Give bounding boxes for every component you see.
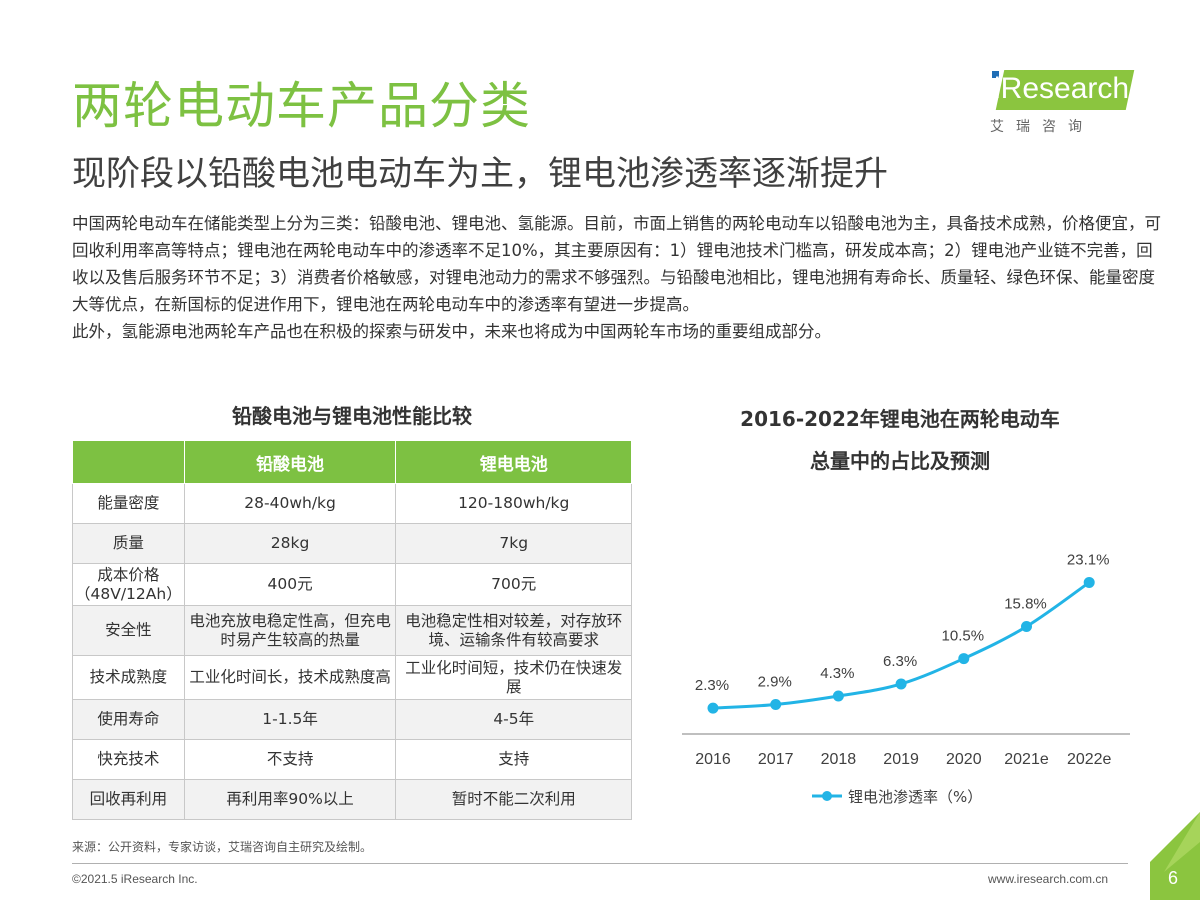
data-label: 4.3%	[820, 665, 854, 682]
row-label: 成本价格（48V/12Ah）	[72, 563, 185, 606]
data-point	[770, 698, 782, 710]
intro-text: 中国两轮电动车在储能类型上分为三类：铅酸电池、锂电池、氢能源。目前，市面上销售的…	[72, 210, 1162, 345]
website-url: www.iresearch.com.cn	[988, 872, 1109, 886]
table-row: 成本价格（48V/12Ah） 400元 700元	[72, 563, 632, 606]
data-point	[1021, 621, 1032, 633]
row-label: 质量	[72, 523, 185, 564]
data-point	[1083, 576, 1095, 588]
logo-chinese: 艾瑞咨询	[990, 119, 1094, 135]
data-label: 2.3%	[695, 677, 729, 694]
battery-comparison-table: 铅酸电池 锂电电池 能量密度 28-40wh/kg 120-180wh/kg 质…	[72, 440, 632, 820]
data-point	[832, 690, 844, 702]
x-tick-label: 2017	[758, 751, 794, 768]
row-label: 快充技术	[72, 739, 185, 780]
table-row: 快充技术 不支持 支持	[72, 739, 632, 780]
lead-acid-cell: 28-40wh/kg	[183, 483, 397, 524]
legend-label: 锂电池渗透率（%）	[848, 788, 982, 806]
table-row: 回收再利用 再利用率90%以上 暂时不能二次利用	[72, 779, 632, 820]
data-label: 15.8%	[1004, 596, 1047, 613]
header-lead-acid: 铅酸电池	[183, 440, 397, 484]
source-note: 来源：公开资料，专家访谈，艾瑞咨询自主研究及绘制。	[72, 840, 373, 854]
logo-word: iResearch	[994, 72, 1130, 105]
header-empty	[72, 440, 185, 484]
chart-title-line-2: 总量中的占比及预测	[810, 449, 990, 473]
lithium-cell: 7kg	[395, 523, 632, 564]
data-label: 10.5%	[942, 628, 985, 645]
row-label: 技术成熟度	[72, 655, 185, 700]
row-label: 安全性	[72, 605, 185, 656]
table-row: 质量 28kg 7kg	[72, 523, 632, 564]
intro-paragraph-2: 此外，氢能源电池两轮车产品也在积极的探索与研发中，未来也将成为中国两轮车市场的重…	[72, 322, 831, 341]
page-subtitle: 现阶段以铅酸电池电动车为主，锂电池渗透率逐渐提升	[72, 154, 888, 194]
legend-marker	[822, 791, 832, 801]
page-title: 两轮电动车产品分类	[72, 77, 531, 135]
copyright: ©2021.5 iResearch Inc.	[72, 872, 198, 886]
lithium-cell: 工业化时间短，技术仍在快速发展	[395, 655, 632, 700]
row-label: 使用寿命	[72, 699, 185, 740]
chart-title-line-1: 2016-2022年锂电池在两轮电动车	[740, 407, 1060, 431]
data-label: 6.3%	[883, 653, 917, 670]
table-row: 使用寿命 1-1.5年 4-5年	[72, 699, 632, 740]
table-row: 技术成熟度 工业化时间长，技术成熟度高 工业化时间短，技术仍在快速发展	[72, 655, 632, 700]
chart-title: 2016-2022年锂电池在两轮电动车 总量中的占比及预测	[690, 398, 1110, 482]
lead-acid-cell: 电池充放电稳定性高，但充电时易产生较高的热量	[183, 605, 397, 656]
data-label: 23.1%	[1067, 551, 1110, 568]
header-lithium: 锂电电池	[395, 440, 632, 484]
logo-dot	[992, 71, 999, 78]
x-tick-label: 2021e	[1004, 751, 1049, 768]
lithium-cell: 暂时不能二次利用	[395, 779, 632, 820]
x-tick-label: 2019	[883, 751, 919, 768]
data-point	[707, 702, 719, 714]
row-label: 回收再利用	[72, 779, 185, 820]
table-title: 铅酸电池与锂电池性能比较	[232, 404, 472, 428]
x-tick-label: 2020	[946, 751, 982, 768]
table-row: 能量密度 28-40wh/kg 120-180wh/kg	[72, 483, 632, 524]
intro-paragraph-1: 中国两轮电动车在储能类型上分为三类：铅酸电池、锂电池、氢能源。目前，市面上销售的…	[72, 214, 1161, 314]
lead-acid-cell: 不支持	[183, 739, 397, 780]
data-label: 2.9%	[758, 673, 792, 690]
lithium-cell: 700元	[395, 563, 632, 606]
lithium-cell: 4-5年	[395, 699, 632, 740]
footer-divider	[72, 863, 1128, 864]
page-number: 6	[1168, 868, 1179, 888]
lead-acid-cell: 400元	[183, 563, 397, 606]
lithium-cell: 支持	[395, 739, 632, 780]
data-point	[958, 653, 970, 665]
lithium-cell: 电池稳定性相对较差，对存放环境、运输条件有较高要求	[395, 605, 632, 656]
row-label: 能量密度	[72, 483, 185, 524]
table-header-row: 铅酸电池 锂电电池	[72, 440, 632, 484]
corner-decoration	[1150, 812, 1200, 900]
x-tick-label: 2016	[695, 751, 731, 768]
lead-acid-cell: 1-1.5年	[183, 699, 397, 740]
data-point	[895, 678, 907, 690]
lithium-cell: 120-180wh/kg	[395, 483, 632, 524]
lead-acid-cell: 再利用率90%以上	[183, 779, 397, 820]
lead-acid-cell: 28kg	[183, 523, 397, 564]
lead-acid-cell: 工业化时间长，技术成熟度高	[183, 655, 397, 700]
x-tick-label: 2018	[821, 751, 857, 768]
lithium-penetration-line-chart: 2.3% 2.9% 4.3% 6.3% 10.5% 15.8% 23.1% 2016 2017 2…	[682, 551, 1130, 806]
iresearch-logo: iResearch 艾瑞咨询	[990, 64, 1140, 136]
x-tick-label: 2022e	[1067, 751, 1112, 768]
table-row: 安全性 电池充放电稳定性高，但充电时易产生较高的热量 电池稳定性相对较差，对存放…	[72, 605, 632, 656]
